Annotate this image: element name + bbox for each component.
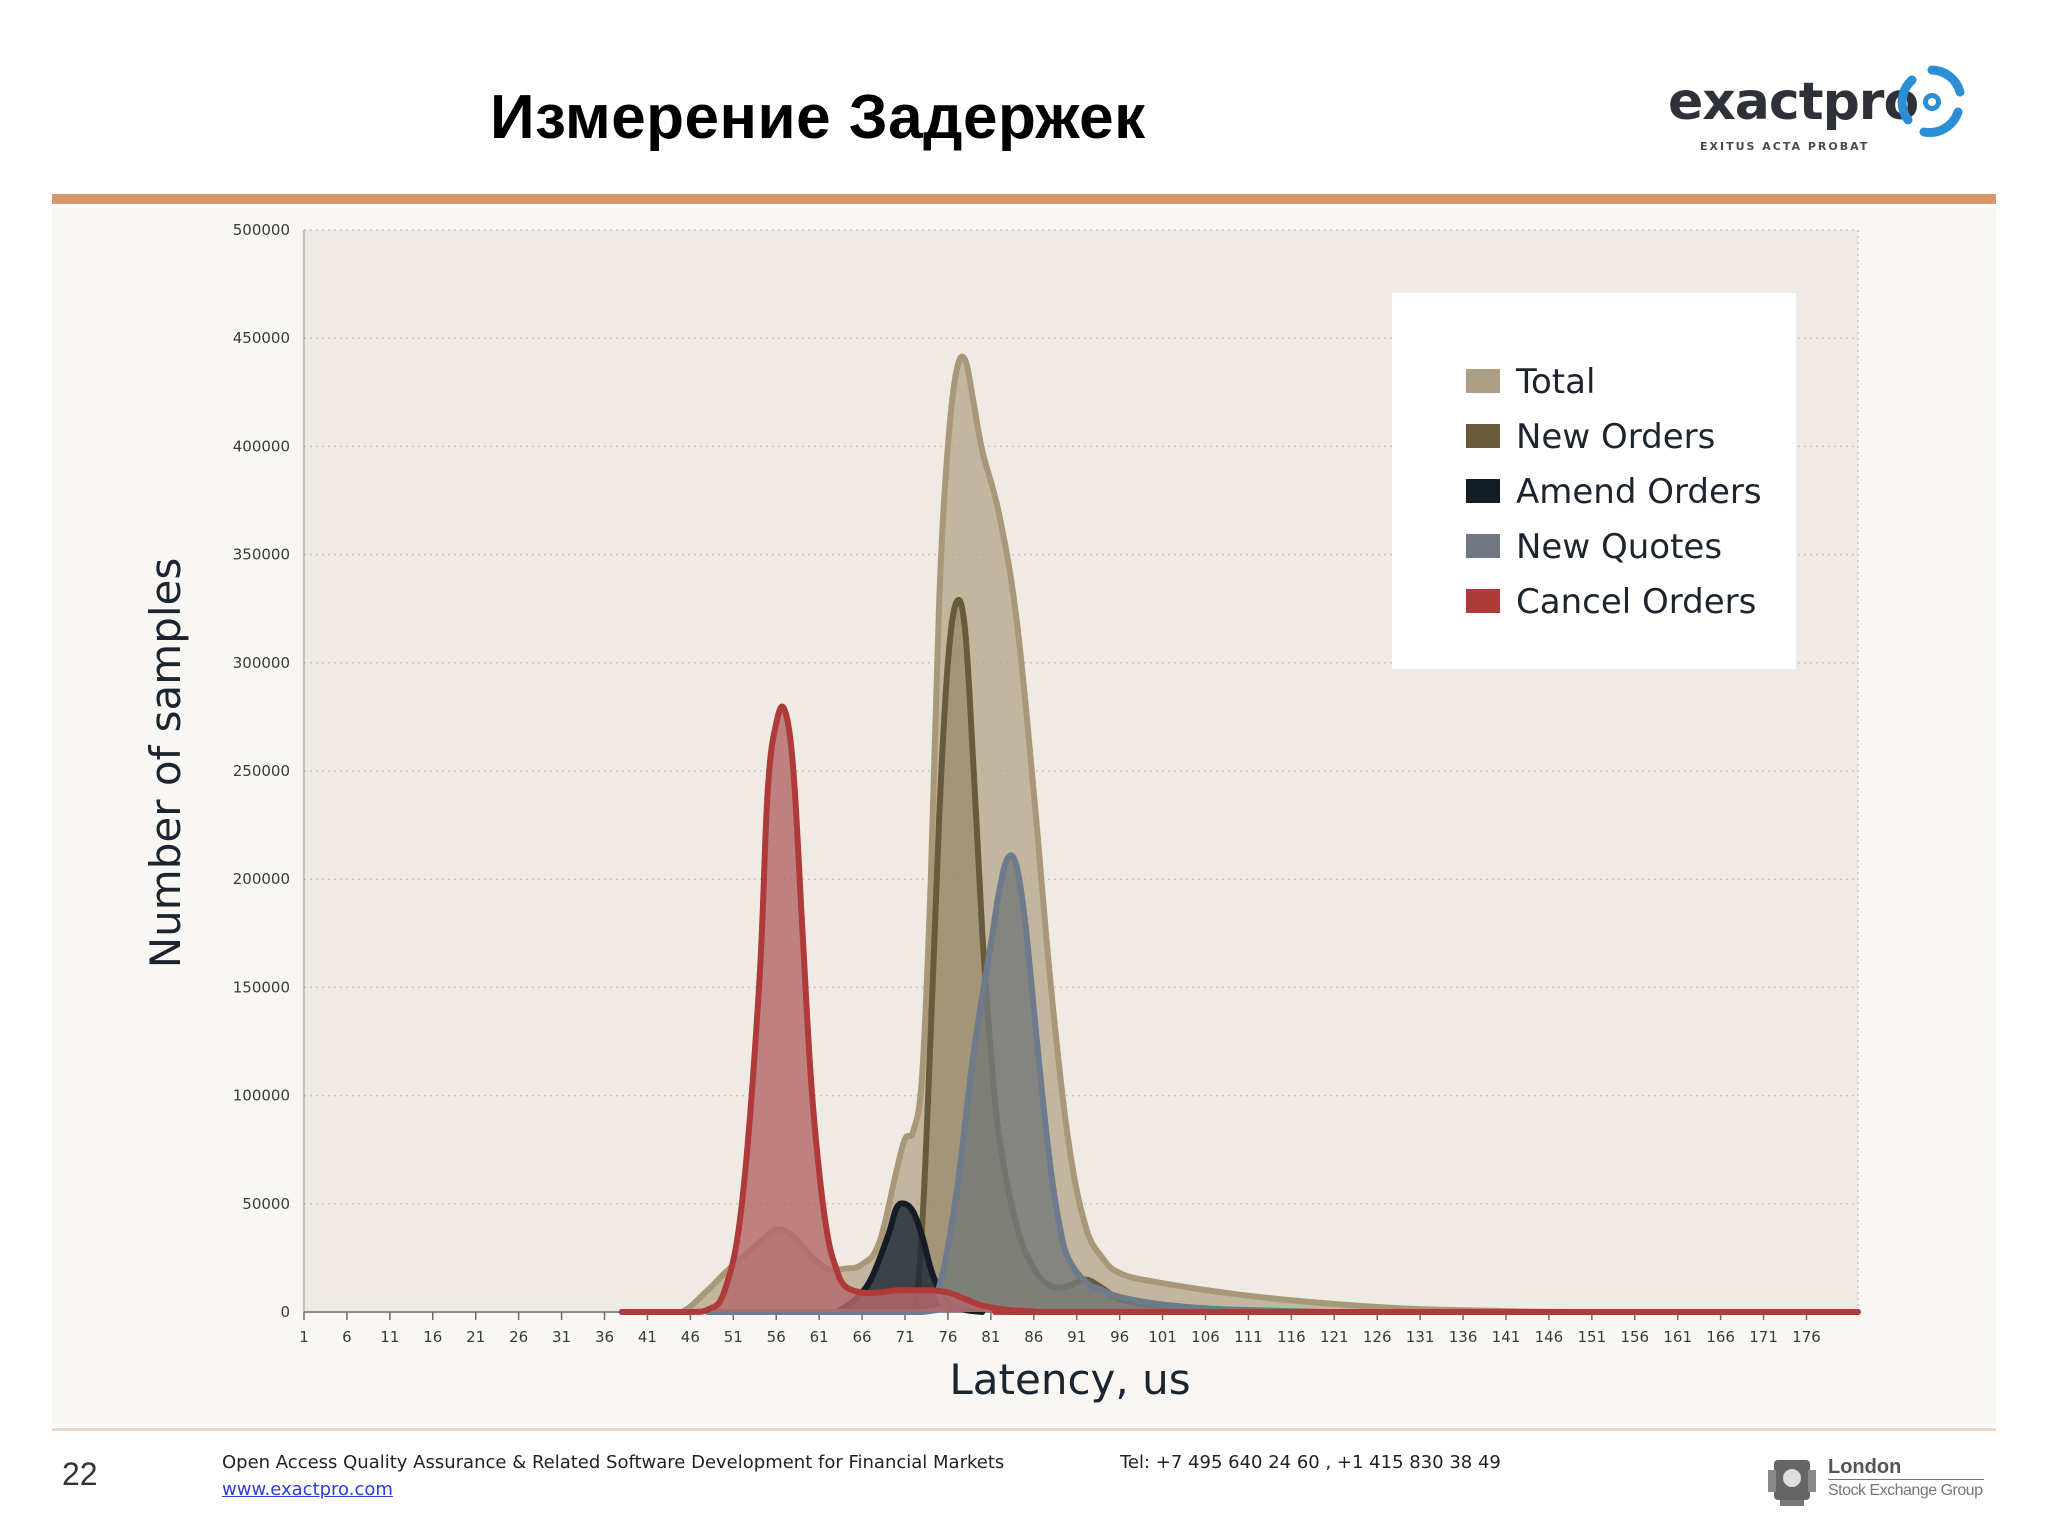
x-tick-label: 101 [1148, 1328, 1177, 1346]
x-tick-label: 61 [810, 1328, 829, 1346]
x-tick-label: 86 [1024, 1328, 1043, 1346]
area-amend-orders [836, 1203, 983, 1312]
x-tick-label: 136 [1449, 1328, 1478, 1346]
legend-swatch-total [1466, 369, 1500, 393]
legend-swatch-new-orders [1466, 424, 1500, 448]
x-tick-label: 151 [1578, 1328, 1607, 1346]
x-tick-label: 26 [509, 1328, 528, 1346]
legend: Total New Orders Amend Orders New Quotes Can… [1392, 293, 1796, 669]
line-cancel-orders [618, 703, 1861, 1316]
y-tick-label: 0 [280, 1303, 290, 1321]
x-tick-label: 1 [299, 1328, 309, 1346]
legend-label-total: Total [1515, 362, 1595, 402]
y-tick-label: 350000 [233, 546, 290, 564]
legend-label-new-quotes: New Quotes [1516, 527, 1722, 567]
x-tick-label: 131 [1406, 1328, 1435, 1346]
y-tick-label: 200000 [233, 870, 290, 888]
x-tick-label: 126 [1363, 1328, 1392, 1346]
axes: 0 50000 100000 150000 200000 250000 300000 3500… [233, 221, 1858, 1346]
logo-wordmark: exactpro [1668, 72, 1919, 132]
x-tick-label: 31 [552, 1328, 571, 1346]
x-tick-label: 66 [853, 1328, 872, 1346]
x-tick-label: 41 [638, 1328, 657, 1346]
y-tick-label: 150000 [233, 978, 290, 996]
y-tick-label: 50000 [242, 1195, 290, 1213]
legend-swatch-new-quotes [1466, 534, 1500, 558]
y-tick-label: 100000 [233, 1087, 290, 1105]
x-tick-label: 141 [1492, 1328, 1521, 1346]
legend-label-new-orders: New Orders [1516, 417, 1715, 457]
x-tick-label: 106 [1191, 1328, 1220, 1346]
page-number: 22 [62, 1456, 98, 1492]
area-cancel-orders [621, 706, 1859, 1312]
y-tick-label: 450000 [233, 329, 290, 347]
footer-website-link[interactable]: www.exactpro.com [222, 1479, 393, 1500]
x-tick-label: 21 [466, 1328, 485, 1346]
x-axis-title: Latency, us [949, 1355, 1190, 1404]
area-new-quotes [707, 855, 1326, 1312]
x-tick-label: 76 [938, 1328, 957, 1346]
logo-tagline: EXITUS ACTA PROBAT [1700, 140, 1870, 153]
y-tick-label: 500000 [233, 221, 290, 239]
x-tick-label: 121 [1320, 1328, 1349, 1346]
lse-name: London [1828, 1456, 1902, 1478]
legend-swatch-amend-orders [1466, 479, 1500, 503]
x-tick-label: 166 [1706, 1328, 1735, 1346]
x-tick-label: 81 [981, 1328, 1000, 1346]
legend-box [1392, 293, 1796, 669]
x-tick-label: 71 [895, 1328, 914, 1346]
x-tick-label: 6 [342, 1328, 352, 1346]
x-tick-label: 176 [1792, 1328, 1821, 1346]
x-tick-label: 111 [1234, 1328, 1263, 1346]
gridlines [304, 229, 1859, 1312]
footer-divider [52, 1428, 1996, 1431]
x-tick-label: 46 [681, 1328, 700, 1346]
legend-label-amend-orders: Amend Orders [1516, 472, 1762, 512]
x-tick-label: 171 [1749, 1328, 1778, 1346]
y-tick-label: 250000 [233, 762, 290, 780]
x-tick-label: 96 [1110, 1328, 1129, 1346]
line-new-quotes [704, 852, 1329, 1316]
slide-title: Измерение Задержек [490, 83, 1146, 152]
exactpro-swirl-icon [1897, 65, 1965, 137]
legend-swatch-cancel-orders [1466, 589, 1500, 613]
x-tick-label: 16 [423, 1328, 442, 1346]
x-tick-label: 36 [595, 1328, 614, 1346]
x-tick-label: 156 [1620, 1328, 1649, 1346]
latency-chart: 0 50000 100000 150000 200000 250000 300000 3500… [141, 221, 1861, 1404]
y-tick-label: 300000 [233, 654, 290, 672]
chart-panel: 0 50000 100000 150000 200000 250000 300000 3500… [52, 208, 1996, 1424]
x-tick-label: 146 [1535, 1328, 1564, 1346]
lse-crest-icon [1768, 1460, 1816, 1506]
y-axis-title: Number of samples [141, 558, 190, 968]
x-tick-label: 11 [380, 1328, 399, 1346]
series-areas [618, 353, 1861, 1316]
legend-label-cancel-orders: Cancel Orders [1516, 582, 1756, 622]
title-divider [52, 194, 1996, 204]
x-tick-label: 91 [1067, 1328, 1086, 1346]
x-tick-label: 161 [1663, 1328, 1692, 1346]
x-tick-label: 56 [767, 1328, 786, 1346]
y-tick-label: 400000 [233, 437, 290, 455]
x-tick-label: 51 [724, 1328, 743, 1346]
footer-description: Open Access Quality Assurance & Related … [222, 1452, 1005, 1473]
lse-logo: London Stock Exchange Group [1762, 1452, 1992, 1512]
lse-subtitle: Stock Exchange Group [1828, 1482, 1983, 1499]
x-tick-label: 116 [1277, 1328, 1306, 1346]
exactpro-logo: exactpro EXITUS ACTA PROBAT [1668, 62, 1968, 162]
lse-divider [1828, 1479, 1984, 1480]
footer-telephone: Tel: +7 495 640 24 60 , +1 415 830 38 49 [1120, 1452, 1501, 1473]
